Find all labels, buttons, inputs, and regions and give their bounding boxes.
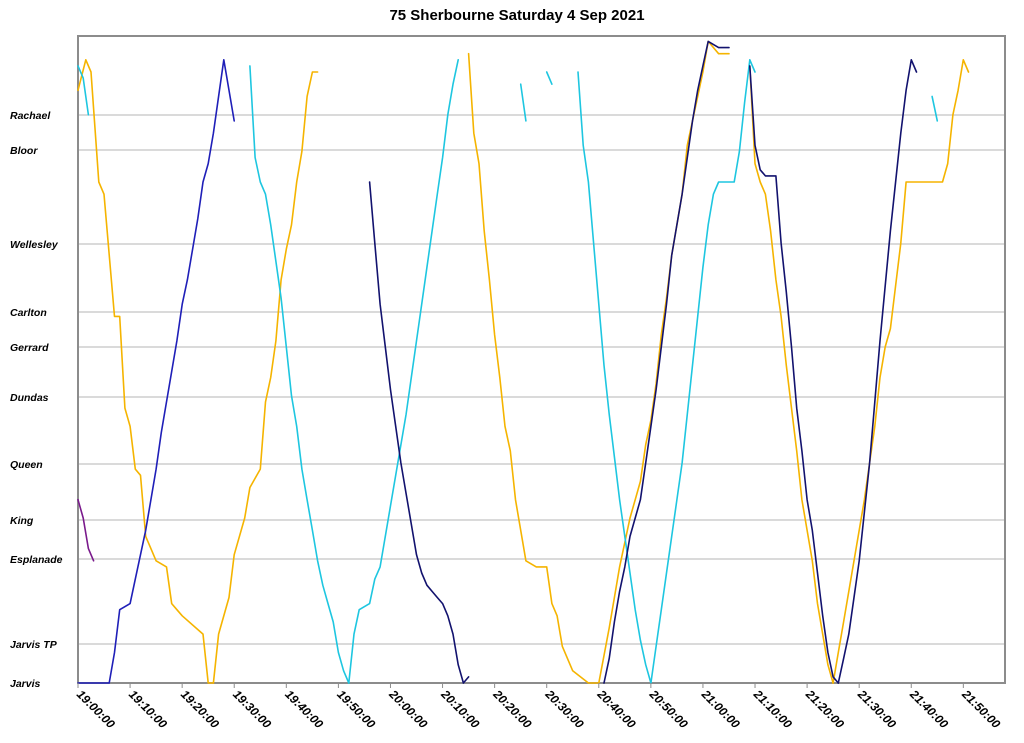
x-tick-label: 19:10:00 bbox=[126, 687, 170, 731]
trip-line-navy-18 bbox=[837, 59, 918, 684]
x-tick-label: 21:50:00 bbox=[959, 687, 1004, 732]
x-tick-label: 20:20:00 bbox=[490, 687, 535, 732]
x-tick-label: 19:20:00 bbox=[178, 687, 222, 731]
trip-line-orange-3 bbox=[598, 40, 730, 684]
stop-label-king: King bbox=[10, 515, 34, 527]
stop-label-jarvis-tp: Jarvis TP bbox=[10, 639, 58, 651]
trip-line-cyan-8 bbox=[348, 59, 459, 684]
plot-area-frame bbox=[77, 35, 1006, 684]
trip-line-purple-19 bbox=[77, 498, 95, 562]
stop-labels: Rachael Bloor Wellesley Carlton Gerrard Dunda… bbox=[10, 110, 63, 690]
trip-line-orange-5 bbox=[832, 59, 970, 684]
trip-line-cyan-10 bbox=[545, 71, 553, 85]
x-tick-label: 20:40:00 bbox=[594, 687, 639, 732]
x-tick-label: 19:40:00 bbox=[282, 687, 326, 731]
trip-line-orange-4 bbox=[749, 65, 834, 684]
stop-gridlines bbox=[78, 114, 1005, 645]
stop-label-gerrard: Gerrard bbox=[10, 342, 49, 354]
x-tick-label: 21:30:00 bbox=[854, 687, 899, 732]
stop-label-jarvis: Jarvis bbox=[10, 678, 41, 690]
trip-line-cyan-7 bbox=[249, 65, 350, 684]
x-tick-label: 21:20:00 bbox=[802, 687, 847, 732]
chart-title: 75 Sherbourne Saturday 4 Sep 2021 bbox=[389, 7, 644, 24]
x-tick-label: 21:10:00 bbox=[750, 687, 795, 732]
trip-lines bbox=[77, 40, 970, 684]
trip-line-cyan-6 bbox=[77, 65, 90, 116]
stop-label-queen: Queen bbox=[10, 459, 43, 471]
x-axis-ticks: 19:00:00 19:10:00 19:20:00 19:30:00 19:40:00… bbox=[74, 683, 1003, 731]
x-tick-label: 19:00:00 bbox=[74, 687, 118, 731]
x-tick-label: 21:40:00 bbox=[906, 687, 951, 732]
x-tick-label: 20:30:00 bbox=[542, 687, 587, 732]
trip-line-navy-17 bbox=[749, 65, 840, 684]
trip-line-cyan-11 bbox=[577, 71, 652, 684]
stop-label-esplanade: Esplanade bbox=[10, 554, 63, 566]
trip-line-navy-16 bbox=[603, 40, 730, 684]
trip-line-blue-14 bbox=[77, 59, 235, 684]
trip-line-cyan-9 bbox=[519, 83, 527, 122]
x-tick-label: 21:00:00 bbox=[698, 687, 743, 732]
stop-label-bloor: Bloor bbox=[10, 145, 38, 157]
x-tick-label: 20:10:00 bbox=[438, 687, 483, 732]
x-tick-label: 19:50:00 bbox=[334, 687, 378, 731]
x-tick-label: 20:50:00 bbox=[646, 687, 691, 732]
trip-line-cyan-12 bbox=[650, 59, 756, 684]
stop-label-carlton: Carlton bbox=[10, 307, 47, 319]
x-tick-label: 20:00:00 bbox=[386, 687, 431, 732]
stop-label-wellesley: Wellesley bbox=[10, 239, 59, 251]
stop-label-dundas: Dundas bbox=[10, 392, 49, 404]
trip-line-orange-1 bbox=[212, 71, 319, 684]
x-tick-label: 19:30:00 bbox=[230, 687, 274, 731]
trip-line-cyan-13 bbox=[931, 95, 939, 122]
stop-label-rachael: Rachael bbox=[10, 110, 51, 122]
trip-line-navy-15 bbox=[368, 181, 470, 684]
trip-line-orange-2 bbox=[467, 52, 600, 684]
trip-line-orange-0 bbox=[77, 59, 215, 684]
